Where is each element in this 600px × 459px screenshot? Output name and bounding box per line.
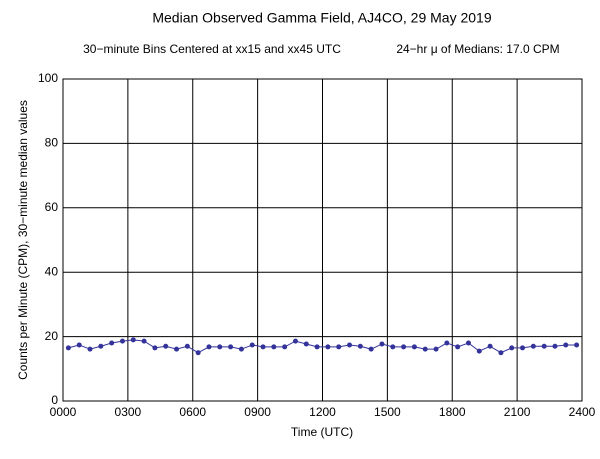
y-tick-label: 40 xyxy=(45,264,59,278)
data-point xyxy=(119,338,125,344)
data-point xyxy=(130,337,136,343)
data-point xyxy=(217,344,223,350)
data-point xyxy=(271,344,277,350)
x-tick-label: 0300 xyxy=(115,405,142,419)
data-point xyxy=(325,344,331,350)
x-tick-label: 0000 xyxy=(50,405,77,419)
x-axis-label: Time (UTC) xyxy=(291,425,353,439)
data-point xyxy=(195,350,201,356)
data-point xyxy=(574,342,580,348)
data-point xyxy=(314,344,320,350)
chart-subtitle: 30−minute Bins Centered at xx15 and xx45… xyxy=(83,42,341,56)
x-tick-label: 1500 xyxy=(374,405,401,419)
x-tick-label: 1800 xyxy=(439,405,466,419)
data-point xyxy=(465,340,471,346)
data-point xyxy=(444,340,450,346)
x-tick-label: 0600 xyxy=(179,405,206,419)
data-point xyxy=(98,343,104,349)
y-tick-label: 80 xyxy=(45,136,59,150)
plot-border xyxy=(62,78,583,402)
x-tick-label: 1200 xyxy=(309,405,336,419)
data-point xyxy=(184,343,190,349)
data-point xyxy=(455,344,461,350)
data-point xyxy=(411,344,417,350)
data-point xyxy=(141,338,147,344)
data-point xyxy=(163,343,169,349)
y-axis-label: Counts per Minute (CPM), 30−minute media… xyxy=(16,100,30,380)
chart-title: Median Observed Gamma Field, AJ4CO, 29 M… xyxy=(152,10,491,26)
data-point xyxy=(563,342,569,348)
x-tick-label: 2100 xyxy=(504,405,531,419)
data-point xyxy=(174,346,180,352)
data-point xyxy=(422,346,428,352)
data-point xyxy=(401,344,407,350)
data-point xyxy=(260,344,266,350)
data-point xyxy=(520,345,526,351)
y-tick-label: 0 xyxy=(51,393,58,407)
data-point xyxy=(476,348,482,354)
data-point xyxy=(206,344,212,350)
y-tick-label: 60 xyxy=(45,200,59,214)
y-tick-label: 100 xyxy=(38,71,58,85)
data-point xyxy=(357,343,363,349)
y-tick-label: 20 xyxy=(45,329,59,343)
data-point xyxy=(498,350,504,356)
data-point xyxy=(509,345,515,351)
data-point xyxy=(109,340,115,346)
data-point xyxy=(336,344,342,350)
data-point xyxy=(249,342,255,348)
data-point xyxy=(379,341,385,347)
data-point xyxy=(228,344,234,350)
data-point xyxy=(487,343,493,349)
data-point xyxy=(368,346,374,352)
x-tick-label: 2400 xyxy=(569,405,596,419)
data-point xyxy=(552,343,558,349)
data-point xyxy=(282,344,288,350)
data-point xyxy=(530,343,536,349)
data-point xyxy=(76,342,82,348)
data-point xyxy=(303,341,309,347)
annotation: 24−hr μ of Medians: 17.0 CPM xyxy=(396,42,559,56)
data-point xyxy=(433,346,439,352)
data-point xyxy=(541,343,547,349)
data-point xyxy=(65,345,71,351)
x-tick-label: 0900 xyxy=(244,405,271,419)
data-point xyxy=(347,342,353,348)
data-point xyxy=(152,345,158,351)
data-point xyxy=(238,346,244,352)
data-point xyxy=(87,346,93,352)
data-point xyxy=(390,344,396,350)
data-point xyxy=(292,338,298,344)
